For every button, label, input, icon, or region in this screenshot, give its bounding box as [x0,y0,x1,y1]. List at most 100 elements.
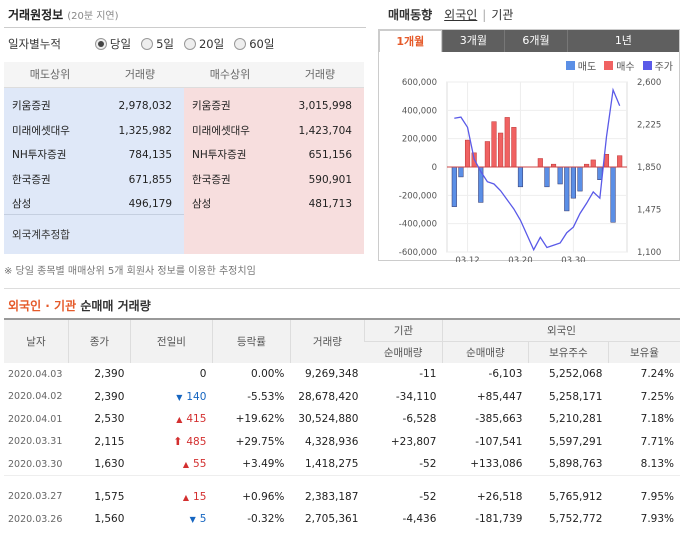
cell-frgn-net: -385,663 [475,413,523,426]
broker-name[interactable]: 키움증권 [192,100,231,112]
row-separator [4,475,680,486]
legend-sell-swatch [565,61,575,70]
cell-rate: +3.49% [242,458,285,470]
legend-buy: 매수 [616,62,635,73]
left-tick-label: 400,000 [402,106,437,116]
cell-volume: 4,328,936 [304,435,359,448]
radio-icon [141,38,154,50]
price-line [454,87,621,252]
cell-frgn-hold: 5,258,171 [548,390,603,403]
cell-change: ▲ 55 [130,453,212,476]
period-tabs: 1개월 3개월 6개월 1년 [379,30,679,52]
broker-row: 미래에셋대우 1,423,704 [184,119,364,144]
radio-icon [183,38,196,50]
filter-institution-link[interactable]: 기관 [491,8,514,22]
down-arrow-icon: ▼ [189,515,196,525]
cell-frgn-net: +26,518 [476,490,523,503]
cell-inst-net: +23,807 [390,435,437,448]
change-value: 5 [199,513,207,526]
right-tick-label: 2,600 [637,78,661,88]
cell-date: 2020.03.31 [8,436,63,448]
left-tick-label: 200,000 [402,135,437,145]
up-arrow-icon: ▲ [176,415,183,425]
chart-legend: 매도 매수 주가 [558,58,673,73]
x-tick-label: 03.20 [508,256,532,262]
period-radio-today[interactable]: 당일 [94,36,131,52]
broker-name[interactable]: 한국증권 [192,173,231,186]
up-arrow-icon: ⬆ [173,435,183,449]
cell-frgn-ratio: 7.25% [640,390,674,403]
col-inst-net: 순매매량 [364,341,443,363]
cell-change: 0 [130,363,212,386]
tab-1year[interactable]: 1년 [566,30,679,52]
broker-name[interactable]: 미래에셋대우 [192,124,250,137]
col-frgn-ratio: 보유율 [607,341,680,363]
broker-row: 키움증권 3,015,998 [184,94,364,119]
broker-row: 삼성 481,713 [184,192,364,217]
col-institution: 기관 [363,319,443,342]
tab-6month[interactable]: 6개월 [504,30,567,52]
broker-table-header: 매도상위 거래량 매수상위 거래량 [4,62,364,88]
broker-table: 매도상위 거래량 매수상위 거래량 키움증권 2,978,032 미래에셋대우 1,3… [4,62,364,254]
cell-rate: -0.32% [247,513,285,526]
table-row: 2020.03.30 1,630 ▲ 55 +3.49% 1,418,275 -52 +133… [4,453,680,476]
filter-foreign-link[interactable]: 외국인 [444,8,478,22]
cell-change: ▼ 140 [130,386,212,409]
cum-label: 일자별누적 [8,37,61,51]
tab-1month[interactable]: 1개월 [379,30,442,52]
col-foreign: 외국인 [441,319,680,342]
broker-note: ※ 당일 종목별 매매상위 5개 회원사 정보를 이용한 추정치임 [4,266,256,277]
broker-name[interactable]: NH투자증권 [12,149,67,161]
buy-column: 키움증권 3,015,998 미래에셋대우 1,423,704 NH투자증권 651,15… [184,88,364,254]
cell-close: 1,560 [94,513,125,526]
cell-frgn-hold: 5,752,772 [548,513,603,526]
cell-frgn-hold: 5,252,068 [548,368,603,381]
broker-volume: 671,855 [128,173,172,186]
col-frgn-net: 순매매량 [441,341,529,363]
left-tick-label: -200,000 [399,191,437,201]
col-rate: 등락률 [211,319,291,363]
cell-rate: 0.00% [251,368,285,381]
period-label: 60일 [249,37,275,51]
broker-volume: 651,156 [308,149,352,161]
cell-date: 2020.03.30 [8,458,63,470]
left-tick-label: -600,000 [399,248,437,258]
net-volume-bar [537,158,543,168]
sell-column: 키움증권 2,978,032 미래에셋대우 1,325,982 NH투자증권 784,13… [4,88,184,254]
broker-name[interactable]: 한국증권 [12,173,51,186]
net-volume-bar [511,127,517,168]
period-radio-60d[interactable]: 60일 [234,36,274,52]
net-volume-bar [590,159,596,168]
up-arrow-icon: ▲ [182,492,190,502]
broker-name[interactable]: 미래에셋대우 [12,124,70,137]
net-volume-bar [451,166,457,207]
cell-date: 2020.03.26 [8,513,63,525]
net-volume-bar [504,117,510,168]
net-volume-bar [557,166,563,185]
net-volume-bar [610,166,616,223]
broker-name[interactable]: 삼성 [12,198,32,210]
flow-section-title: 외국인 · 기관 순매매 거래량 [8,297,151,314]
period-radio-5d[interactable]: 5일 [141,36,174,52]
broker-row: 한국증권 671,855 [4,168,184,193]
broker-row: 키움증권 2,978,032 [4,94,184,119]
change-value: 485 [186,436,207,449]
header-sell-volume: 거래량 [96,62,184,87]
col-date: 날자 [4,319,69,363]
cell-frgn-ratio: 7.71% [640,435,674,448]
trend-chart-svg: 600,000 400,000 200,000 0 -200,000 -400,000 -6… [399,78,662,262]
broker-name[interactable]: NH투자증권 [192,149,247,161]
broker-volume: 481,713 [308,198,352,210]
broker-volume: 3,015,998 [298,100,352,112]
legend-sell: 매도 [577,62,597,73]
tab-3month[interactable]: 3개월 [441,30,505,52]
period-radio-20d[interactable]: 20일 [183,36,224,52]
net-volume-bar [577,166,583,192]
net-volume-bar [617,155,623,168]
flow-title: 순매매 거래량 [80,299,151,313]
up-arrow-icon: ▲ [182,460,190,469]
left-tick-label: -400,000 [399,220,437,230]
right-tick-label: 1,475 [637,206,661,216]
broker-name[interactable]: 키움증권 [12,100,51,112]
broker-name[interactable]: 삼성 [192,198,212,210]
